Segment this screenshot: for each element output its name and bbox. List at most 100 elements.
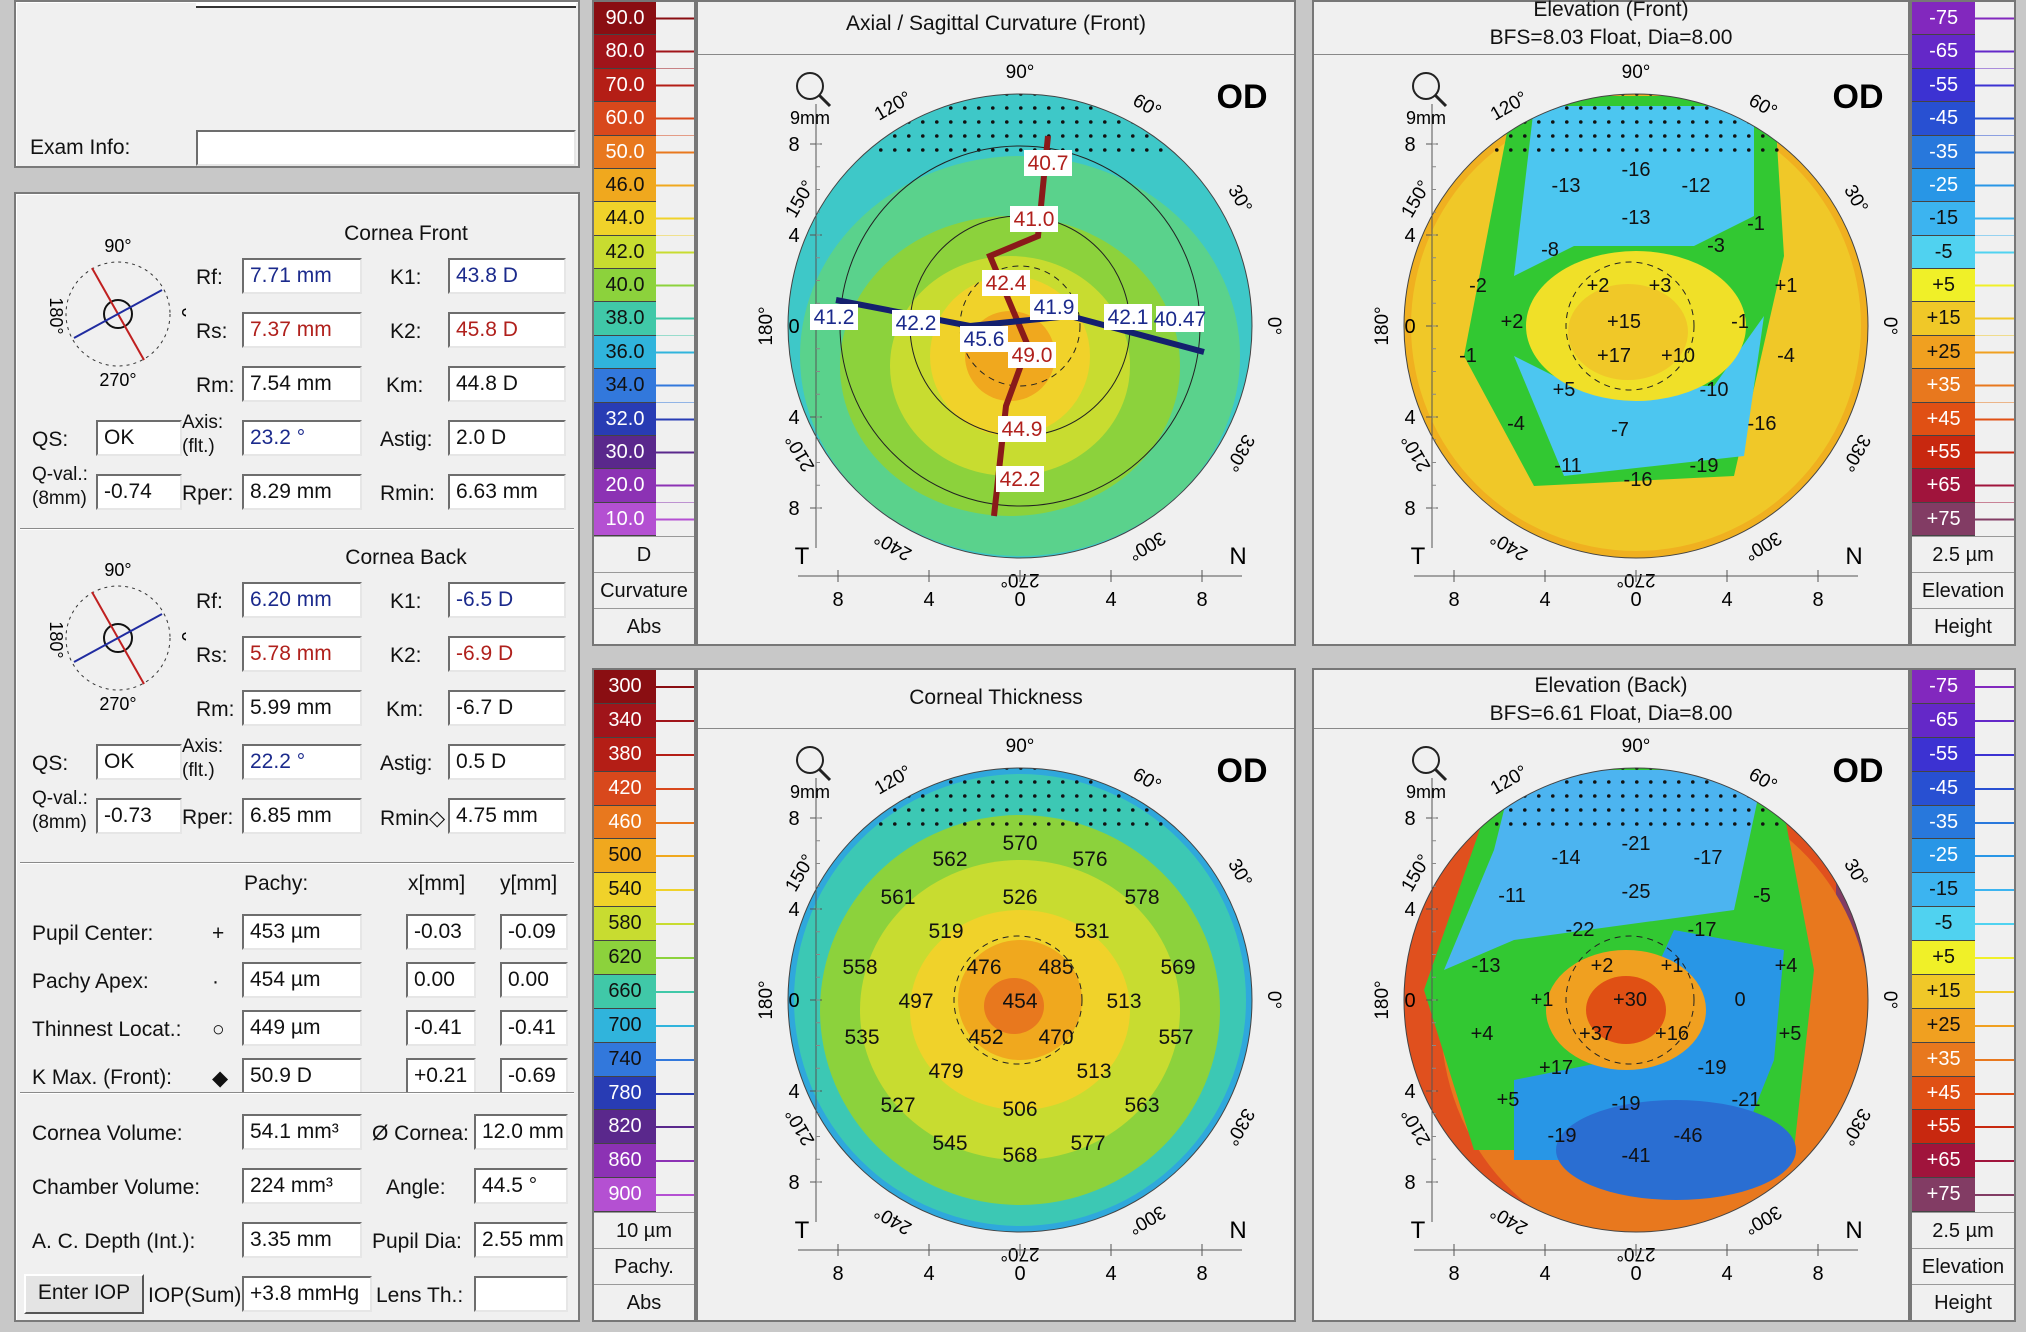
ruler-tick: 4 [1404, 225, 1415, 247]
back-rf-label: Rf: [196, 590, 223, 613]
pachy-row-label: Pupil Center: [32, 922, 154, 945]
angle-label: 150° [1398, 177, 1436, 222]
scale-tick [656, 35, 694, 69]
scale-swatch: 80.0 [594, 35, 656, 69]
map-value: 526 [1002, 886, 1037, 909]
elevation-front-map-window: Elevation (Front) BFS=8.03 Float, Dia=8.… [1312, 0, 1910, 646]
map-value: +16 [1655, 1023, 1689, 1045]
scale-swatch: +65 [1912, 1144, 1976, 1179]
axial-curvature-map[interactable]: 90°60°30°0°330°300°270°240°210°180°150°1… [698, 56, 1294, 644]
scale-swatch: -55 [1912, 68, 1976, 103]
ruler-tick: 4 [788, 899, 799, 921]
map-value: 476 [966, 956, 1001, 979]
scale-tick [656, 670, 694, 704]
nasal-label: N [1845, 1217, 1862, 1244]
lens-th-field[interactable] [474, 1276, 568, 1312]
map-value: 570 [1002, 832, 1037, 855]
map-value: +1 [1775, 275, 1798, 297]
value-box [1030, 294, 1078, 320]
map-value: 452 [968, 1026, 1003, 1049]
map-value: 545 [932, 1132, 967, 1155]
map-value: 569 [1160, 956, 1195, 979]
scale-swatch: 900 [594, 1178, 656, 1212]
pachy-row-y: -0.41 [500, 1010, 568, 1046]
map-value: -46 [1674, 1125, 1703, 1147]
scale-swatch: +35 [1912, 369, 1976, 403]
scale-swatch: -25 [1912, 839, 1976, 874]
scale-tick [1975, 502, 2014, 536]
ac-depth-field: 3.35 mm [242, 1222, 362, 1258]
angle-label: 60° [1129, 764, 1164, 797]
back-km-label: Km: [386, 698, 424, 721]
value-box [1010, 206, 1058, 232]
front-rper-label: Rper: [182, 482, 234, 505]
scale-swatch: -45 [1912, 771, 1976, 806]
angle-label: 60° [1745, 764, 1780, 797]
scale-tick [1975, 335, 2014, 370]
map-value: 45.6 [964, 328, 1005, 351]
scale-tick [656, 402, 694, 436]
zoom-icon[interactable] [796, 72, 832, 108]
map-value: +2 [1591, 955, 1614, 977]
scale-swatch: 540 [594, 873, 656, 908]
scale-swatch: 700 [594, 1008, 656, 1043]
corneal-thickness-map[interactable]: 90°60°30°0°330°300°270°240°210°180°150°1… [698, 730, 1294, 1320]
map-value: 0 [1734, 989, 1745, 1011]
angle-label: 120° [1487, 762, 1532, 800]
chamber-volume-field: 224 mm³ [242, 1168, 362, 1204]
elevation-front-subtitle: BFS=8.03 Float, Dia=8.00 [1489, 26, 1733, 49]
scale-tick [656, 68, 694, 103]
front-astig-label: Astig: [380, 428, 433, 451]
measurement-panel: Cornea Front 90° 270° 180° 0° Rf: 7.71 m… [14, 192, 580, 1322]
map-value: -25 [1622, 881, 1651, 903]
angle-label: 180° [756, 306, 777, 345]
scale-swatch: 660 [594, 974, 656, 1009]
map-value: +3 [1649, 275, 1672, 297]
scale-tick [656, 469, 694, 503]
zoom-label: 9mm [790, 108, 830, 128]
elevation-front-map[interactable]: 90°60°30°0°330°300°270°240°210°180°150°1… [1314, 56, 1908, 644]
exam-info-panel: Exam Info: [14, 0, 580, 168]
elevation-back-map[interactable]: 90°60°30°0°330°300°270°240°210°180°150°1… [1314, 730, 1908, 1320]
back-rs-field: 5.78 mm [242, 636, 362, 672]
front-qval-field: -0.74 [96, 474, 182, 510]
exam-info-label: Exam Info: [30, 136, 131, 159]
scale-tick [656, 873, 694, 908]
ruler-tick: 0 [1014, 1263, 1025, 1285]
pachy-scale: 300 340 380 420 460 500 540 580 620 660 700 740 780 8… [592, 668, 696, 1322]
map-value: -3 [1707, 235, 1725, 257]
scale-tick [1975, 235, 2014, 269]
map-value: 506 [1002, 1098, 1037, 1121]
front-axis-label: Axis: [182, 412, 224, 433]
zoom-icon[interactable] [1412, 72, 1448, 108]
scale-tick [656, 1178, 694, 1212]
ruler-tick: 8 [1196, 1263, 1207, 1285]
angle-label: 30° [1223, 856, 1256, 891]
angle-label: 0° [1879, 317, 1900, 335]
angle-label: 240° [1487, 527, 1532, 565]
eye-label: OD [1217, 78, 1268, 116]
pachy-row-x: 0.00 [406, 962, 476, 998]
title-separator [1314, 728, 1908, 729]
zoom-icon[interactable] [796, 746, 832, 782]
map-value: -21 [1732, 1089, 1761, 1111]
scale-tick [656, 168, 694, 203]
scale-tick [656, 1076, 694, 1111]
scale-swatch: 780 [594, 1076, 656, 1111]
scale-swatch: 70.0 [594, 68, 656, 103]
back-rmin-label: Rmin◇ [380, 807, 446, 830]
front-deg-180: 180° [46, 297, 66, 334]
scale-tick [1975, 873, 2014, 908]
chamber-volume-label: Chamber Volume: [32, 1176, 201, 1199]
scale-swatch: 580 [594, 907, 656, 941]
ruler-tick: 4 [1721, 1263, 1732, 1285]
exam-info-field[interactable] [196, 130, 576, 166]
back-km-field: -6.7 D [448, 690, 566, 726]
ruler-tick: 8 [788, 134, 799, 156]
enter-iop-button[interactable]: Enter IOP [24, 1274, 144, 1314]
map-value: 40.7 [1028, 152, 1069, 175]
patient-info-field[interactable] [196, 2, 576, 8]
zoom-icon[interactable] [1412, 746, 1448, 782]
front-qs-label: QS: [32, 428, 69, 451]
scale-tick [1975, 302, 2014, 336]
